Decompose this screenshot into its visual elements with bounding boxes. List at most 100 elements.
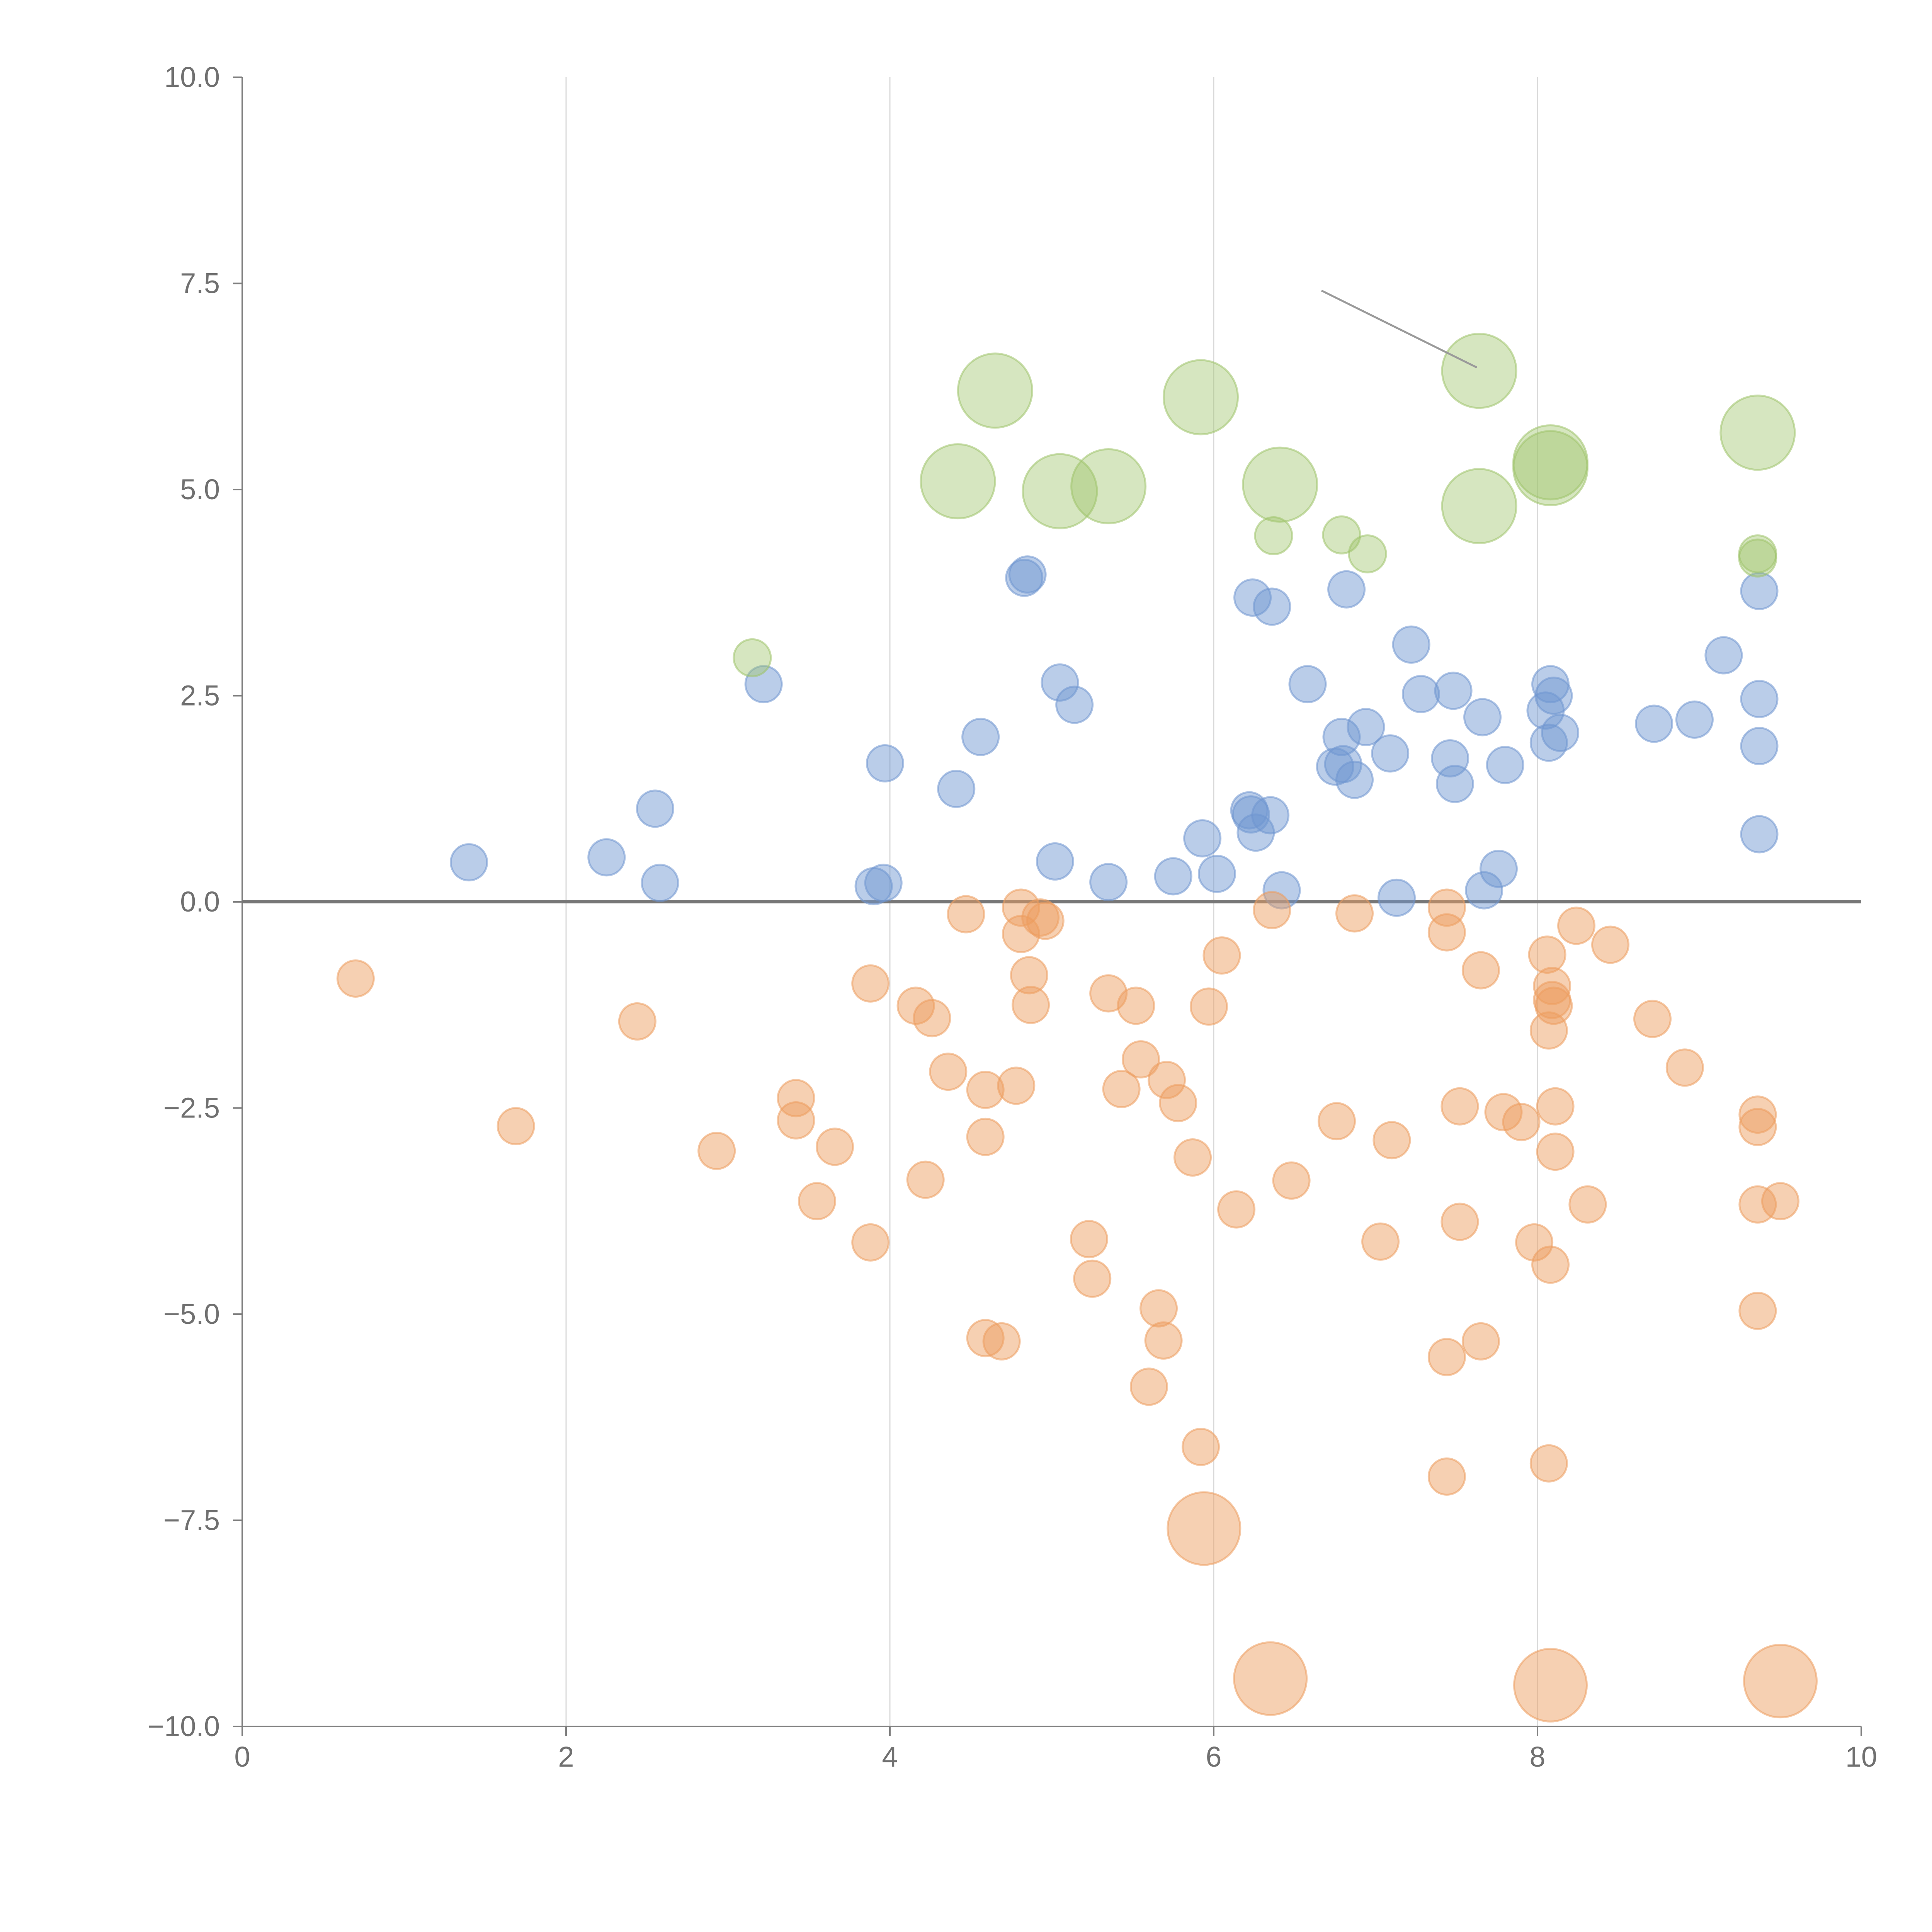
bubble-layer [336,333,1818,1723]
data-point [1041,663,1079,702]
data-point [1348,534,1387,573]
data-point [1322,718,1361,756]
data-point [1392,625,1430,664]
data-point [1154,857,1192,896]
data-point [1347,708,1385,747]
data-point [636,789,674,828]
data-point [1183,819,1222,858]
data-point [1427,1457,1466,1496]
data-point [1740,815,1779,854]
data-point [1089,863,1128,901]
data-point [1534,677,1573,715]
data-point [1465,871,1503,910]
data-point [1431,739,1469,778]
y-tick-label: 2.5 [180,680,220,712]
data-point [1147,1061,1186,1099]
x-tick-label: 10 [1845,1741,1877,1773]
data-point [1484,1093,1523,1131]
data-point [1434,672,1473,710]
data-point [1738,1108,1777,1146]
data-point [1515,1223,1554,1262]
data-point [1272,1161,1311,1200]
data-point [1254,516,1293,556]
leader-line [1321,289,1478,369]
data-point [1288,665,1327,704]
data-point [587,838,626,877]
data-point [1675,700,1714,739]
data-point [1740,680,1779,718]
x-tick-label: 0 [234,1741,250,1773]
y-tick-label: 5.0 [180,473,220,505]
data-point [1159,1084,1197,1122]
data-point [1361,1222,1400,1261]
data-point [816,1128,854,1166]
data-point [1139,1289,1178,1328]
data-point [1534,986,1573,1025]
data-point [744,665,783,704]
data-point [1008,555,1047,594]
data-point [1371,734,1410,773]
data-point [1022,453,1098,529]
data-point [1441,333,1517,409]
data-point [1317,1102,1356,1141]
data-point [1513,1648,1588,1723]
data-point [1479,850,1518,888]
y-tick-label: −2.5 [163,1092,220,1124]
data-point [1173,1138,1212,1177]
data-point [1167,1491,1242,1566]
data-point [1002,888,1040,927]
data-point [1633,1000,1672,1038]
data-point [1070,1220,1108,1259]
data-point [929,1053,968,1091]
data-point [1102,1070,1141,1108]
data-point [1740,727,1779,765]
data-point [851,964,890,1003]
data-point [1012,986,1050,1024]
data-point [1162,359,1239,435]
data-point [1531,1245,1570,1284]
data-point [1427,913,1466,952]
data-point [1536,1133,1575,1171]
data-point [982,1322,1021,1361]
y-tick-label: 10.0 [164,61,220,93]
data-point [1635,704,1673,743]
data-point [1704,636,1743,675]
data-point [966,1117,1005,1156]
data-point [864,864,903,902]
data-point [1401,675,1440,713]
axis-layer: 0 2 4 6 8 10 10.0 7.5 5.0 2.5 0.0 −2.5 −5.0 −7.5 −10.0 [148,61,1877,1773]
data-point [733,638,772,677]
data-point [1262,871,1301,910]
data-point [1324,745,1362,784]
data-point [1435,765,1474,803]
data-point [1440,1087,1479,1126]
data-point [1070,448,1147,524]
data-point [957,352,1033,429]
data-point [1117,986,1155,1025]
data-point [450,843,488,882]
data-point [1242,446,1318,523]
data-point [1036,842,1074,881]
data-point [1055,685,1094,724]
data-point [1533,967,1571,1005]
data-point [920,443,996,520]
data-point [1121,1040,1160,1079]
data-point [1197,854,1236,893]
data-point [1743,1644,1818,1719]
y-tick-label: −5.0 [163,1298,220,1330]
data-point [1026,901,1065,940]
data-point [1129,1367,1168,1406]
data-point [1233,578,1272,617]
data-point [1486,746,1524,784]
data-point [866,744,904,782]
data-point [1335,894,1374,933]
data-point [1463,698,1502,736]
y-tick-label: −7.5 [163,1504,220,1536]
data-point [1512,430,1589,507]
data-point [618,1002,656,1041]
data-point [1073,1259,1112,1298]
x-tick-label: 6 [1206,1741,1221,1773]
data-point [1529,1011,1568,1050]
data-point [1665,1048,1704,1087]
